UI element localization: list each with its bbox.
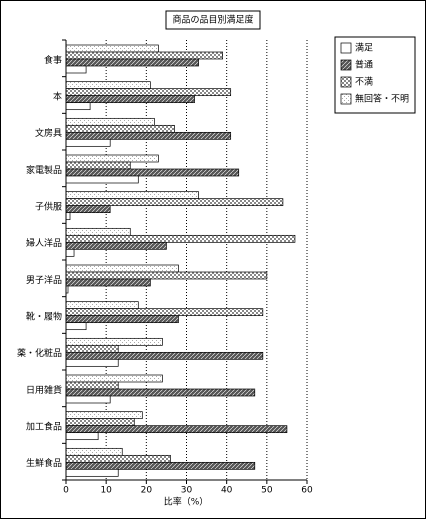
bar <box>65 205 111 214</box>
y-tick-label: 生鮮食品 <box>26 457 62 469</box>
y-tick-label: 加工食品 <box>26 421 62 433</box>
bar <box>65 117 155 126</box>
x-axis-label: 比率（%） <box>164 496 209 508</box>
y-tick-label: 食事 <box>44 54 62 66</box>
legend-swatch <box>340 42 352 54</box>
bar <box>65 168 240 177</box>
y-tick-label: 男子洋品 <box>26 274 62 286</box>
bar <box>65 278 151 287</box>
bar <box>65 468 119 477</box>
bar <box>65 154 159 163</box>
x-tick-label: 0 <box>63 486 69 496</box>
bar <box>65 461 256 470</box>
y-tick-label: 本 <box>53 91 62 103</box>
bar <box>65 131 232 140</box>
y-tick-label: 子供服 <box>35 201 62 213</box>
bar <box>65 344 119 353</box>
bar <box>65 241 167 250</box>
bar <box>65 138 111 147</box>
bar <box>65 418 135 427</box>
bar <box>65 175 139 184</box>
y-tick-label: 婦人洋品 <box>26 237 62 249</box>
bar <box>65 432 99 441</box>
bar <box>65 81 151 90</box>
x-tick-label: 10 <box>100 486 112 496</box>
bar <box>65 248 75 257</box>
y-tick-label: 薬・化粧品 <box>17 347 62 359</box>
legend-label: 満足 <box>355 43 373 54</box>
bar <box>65 308 264 317</box>
bar <box>65 381 119 390</box>
y-tick-label: 日用雑貨 <box>26 384 62 396</box>
bar <box>65 88 232 97</box>
bar <box>65 51 223 60</box>
bar <box>65 102 91 111</box>
y-tick-label: 靴・履物 <box>26 311 62 323</box>
bar <box>65 337 163 346</box>
bar <box>65 212 71 221</box>
bar <box>65 264 179 273</box>
x-tick-label: 60 <box>301 486 313 496</box>
bar <box>65 411 143 420</box>
bar <box>65 315 179 324</box>
bar <box>65 65 87 74</box>
bar <box>65 271 268 280</box>
bar <box>65 227 131 236</box>
bar <box>65 358 119 367</box>
legend-swatch <box>340 76 352 88</box>
x-tick-label: 50 <box>261 486 273 496</box>
title-box <box>165 10 261 30</box>
bar <box>65 388 256 397</box>
x-tick-label: 20 <box>141 486 153 496</box>
bar <box>65 124 175 133</box>
bar <box>65 234 296 243</box>
legend-swatch <box>340 59 352 71</box>
chart-title: 商品の品目別満足度 <box>172 14 253 26</box>
legend-label: 無回答・不明 <box>355 93 409 105</box>
bar <box>65 351 264 360</box>
legend-label: 普通 <box>355 59 373 71</box>
bar <box>65 395 111 404</box>
bar <box>65 454 171 463</box>
bar <box>65 161 131 170</box>
bar <box>65 191 199 200</box>
y-tick-label: 文房具 <box>35 127 62 139</box>
bar <box>65 301 139 310</box>
bar <box>65 44 159 53</box>
y-tick-label: 家電製品 <box>26 164 62 176</box>
x-tick-label: 40 <box>221 486 233 496</box>
bar <box>65 95 195 104</box>
x-tick-label: 30 <box>181 486 193 496</box>
bar <box>65 425 288 434</box>
bar <box>65 374 163 383</box>
bar <box>65 58 199 67</box>
bar <box>65 322 87 331</box>
bar <box>65 447 123 456</box>
legend-label: 不満 <box>355 77 373 88</box>
legend-swatch <box>340 93 352 105</box>
bar <box>65 198 284 207</box>
